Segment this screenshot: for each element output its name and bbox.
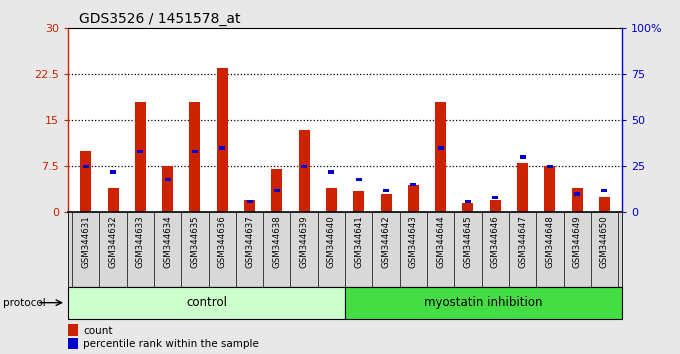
Bar [601,189,607,192]
Bar [165,178,171,181]
Bar [107,188,118,212]
Text: GSM344650: GSM344650 [600,215,609,268]
Text: GSM344646: GSM344646 [491,215,500,268]
Bar [68,287,345,319]
Bar [190,102,201,212]
Bar [247,200,252,203]
Text: GSM344647: GSM344647 [518,215,527,268]
Bar [274,189,280,192]
Bar [354,191,364,212]
Text: GSM344634: GSM344634 [163,215,172,268]
Bar [244,200,255,212]
Text: percentile rank within the sample: percentile rank within the sample [83,339,259,349]
Bar [383,189,389,192]
Text: GSM344631: GSM344631 [81,215,90,268]
Bar [328,170,335,173]
Bar [572,188,583,212]
Bar [545,166,556,212]
Bar [345,287,622,319]
Bar [517,163,528,212]
Bar [492,196,498,199]
Bar [219,146,225,150]
Text: GSM344642: GSM344642 [381,215,390,268]
Text: GSM344644: GSM344644 [436,215,445,268]
Bar [410,183,416,187]
Text: GSM344636: GSM344636 [218,215,226,268]
Bar [271,170,282,212]
Bar [68,324,78,336]
Bar [301,165,307,168]
Text: GSM344641: GSM344641 [354,215,363,268]
Bar [462,203,473,212]
Text: GSM344638: GSM344638 [273,215,282,268]
Text: count: count [83,326,113,336]
Bar [80,151,91,212]
Bar [299,130,309,212]
Text: GSM344645: GSM344645 [464,215,473,268]
Bar [490,200,500,212]
Bar [163,166,173,212]
Text: GSM344635: GSM344635 [190,215,199,268]
Bar [192,150,198,153]
Text: GDS3526 / 1451578_at: GDS3526 / 1451578_at [79,12,241,26]
Bar [574,192,580,196]
Bar [68,338,78,349]
Text: GSM344640: GSM344640 [327,215,336,268]
Bar [465,200,471,203]
Text: GSM344639: GSM344639 [300,215,309,268]
Text: GSM344637: GSM344637 [245,215,254,268]
Bar [83,165,89,168]
Bar [137,150,143,153]
Text: myostatin inhibition: myostatin inhibition [424,296,543,309]
Text: GSM344633: GSM344633 [136,215,145,268]
Text: protocol: protocol [3,298,46,308]
Bar [435,102,446,212]
Bar [110,170,116,173]
Text: control: control [186,296,227,309]
Bar [438,146,443,150]
Bar [356,178,362,181]
Bar [217,68,228,212]
Text: GSM344643: GSM344643 [409,215,418,268]
Bar [547,165,553,168]
Text: GSM344649: GSM344649 [573,215,581,268]
Text: GSM344632: GSM344632 [109,215,118,268]
Bar [135,102,146,212]
Text: GSM344648: GSM344648 [545,215,554,268]
Bar [599,197,610,212]
Bar [408,185,419,212]
Bar [326,188,337,212]
Bar [520,155,526,159]
Bar [381,194,392,212]
